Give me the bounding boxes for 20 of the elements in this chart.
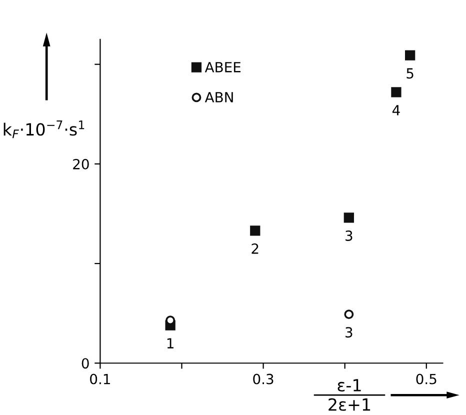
legend-label: ABN: [204, 92, 233, 102]
x-axis-title: ε-1 2ε+1: [328, 379, 370, 411]
y-tick-label: 20: [73, 158, 89, 170]
point: [344, 212, 354, 223]
annotation: 3: [346, 230, 352, 241]
annotation: 2: [252, 243, 258, 254]
point: [250, 226, 260, 236]
x-tick-label: 0.5: [416, 374, 436, 384]
legend-label: ABEE: [204, 62, 240, 72]
annotation: 1: [167, 338, 174, 348]
point: [405, 50, 416, 60]
x-tick-label: 0.3: [253, 374, 274, 384]
y-axis-title: k$_{F}$·10$^{−7}$·s$^{1}$: [4, 120, 84, 138]
y-tick-label: 0: [82, 358, 89, 369]
annotation: 3: [346, 327, 352, 338]
annotation: 4: [392, 105, 400, 116]
point: [391, 87, 402, 98]
annotation: 5: [406, 68, 414, 79]
x-tick-label: 0.1: [90, 374, 110, 384]
point: [344, 310, 354, 320]
